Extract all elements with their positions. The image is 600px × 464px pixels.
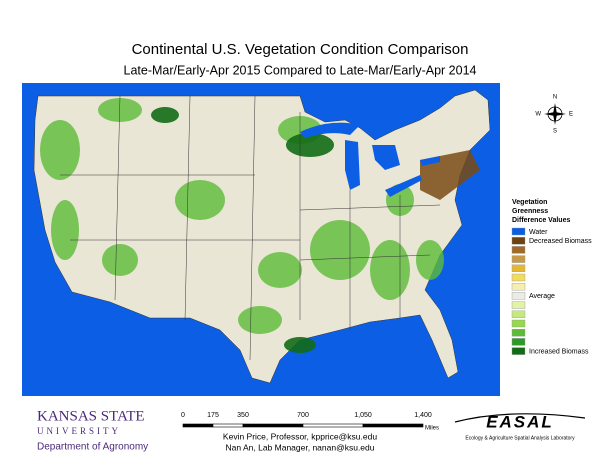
subtitle: Late-Mar/Early-Apr 2015 Compared to Late…	[124, 63, 477, 77]
legend-label: Average	[529, 293, 555, 300]
great-lakes	[300, 122, 440, 197]
legend-label: Increased Biomass	[529, 348, 589, 355]
ksu-logo: KANSAS STATE UNIVERSITY Department of Ag…	[37, 408, 148, 452]
legend-swatch	[511, 347, 526, 355]
legend-label: Water	[529, 229, 548, 236]
scale-label: 700	[297, 412, 309, 419]
credit: Nan An, Lab Manager, nanan@ksu.edu	[226, 442, 375, 452]
legend-label: Decreased Biomass	[529, 238, 592, 245]
lab-full: Ecology & Agriculture Spatial Analysis L…	[465, 435, 575, 441]
scale-unit: Miles	[425, 426, 439, 432]
map	[22, 83, 500, 396]
logo-sub: UNIVERSITY	[37, 426, 121, 436]
state-lines	[60, 95, 441, 361]
scale-segment	[182, 423, 214, 428]
scale-label: 0	[181, 412, 185, 419]
legend-swatch	[511, 292, 526, 300]
legend-swatch	[511, 338, 526, 346]
legend-swatch	[511, 236, 526, 245]
logo-name: KANSAS STATE	[37, 408, 145, 424]
scale-label: 1,400	[414, 412, 432, 419]
scale-bar: 0 175 350 700 1,050 1,400 Miles	[181, 412, 439, 432]
scale-segment	[362, 423, 424, 428]
credit: Kevin Price, Professor, kpprice@ksu.edu	[223, 431, 377, 441]
compass-w: W	[535, 112, 541, 118]
legend-swatch	[511, 264, 526, 272]
legend-swatch	[511, 273, 526, 282]
legend-swatch	[511, 227, 526, 236]
compass: N S E W	[535, 95, 573, 135]
legend-title: Difference Values	[512, 217, 570, 224]
compass-n: N	[553, 95, 557, 101]
easal-logo: EASAL Ecology & Agriculture Spatial Anal…	[454, 412, 586, 441]
title: Continental U.S. Vegetation Condition Co…	[132, 41, 469, 58]
scale-segment	[302, 423, 364, 428]
land	[33, 89, 491, 384]
scale-segment	[242, 423, 304, 428]
legend-title: Greenness	[512, 208, 548, 215]
legend-swatch	[511, 301, 526, 309]
legend-title: Vegetation	[512, 199, 547, 206]
legend-swatch	[511, 246, 526, 254]
dark-green-areas	[151, 107, 334, 353]
legend-swatch	[511, 310, 526, 318]
scale-label: 175	[207, 412, 219, 419]
scale-label: 1,050	[354, 412, 372, 419]
legend-swatch	[511, 283, 526, 291]
legend-swatch	[511, 329, 526, 337]
lab-name: EASAL	[486, 412, 554, 431]
legend: Vegetation Greenness Difference Values Wate…	[511, 199, 592, 355]
scale-label: 350	[237, 412, 249, 419]
logo-dept: Department of Agronomy	[37, 442, 148, 453]
scale-segment	[212, 423, 244, 428]
compass-e: E	[569, 112, 573, 118]
legend-swatch	[511, 319, 526, 328]
legend-swatch	[511, 255, 526, 263]
compass-s: S	[553, 129, 557, 135]
